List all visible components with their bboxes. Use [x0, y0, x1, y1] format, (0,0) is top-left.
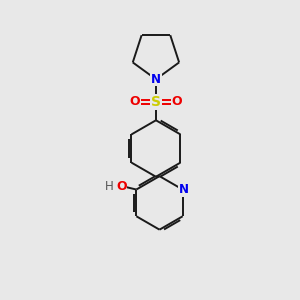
Text: O: O	[116, 180, 127, 193]
Text: H: H	[105, 180, 113, 193]
Text: S: S	[151, 95, 161, 109]
Text: N: N	[179, 183, 189, 196]
Text: O: O	[171, 95, 182, 108]
Text: N: N	[151, 73, 161, 86]
Text: O: O	[130, 95, 140, 108]
